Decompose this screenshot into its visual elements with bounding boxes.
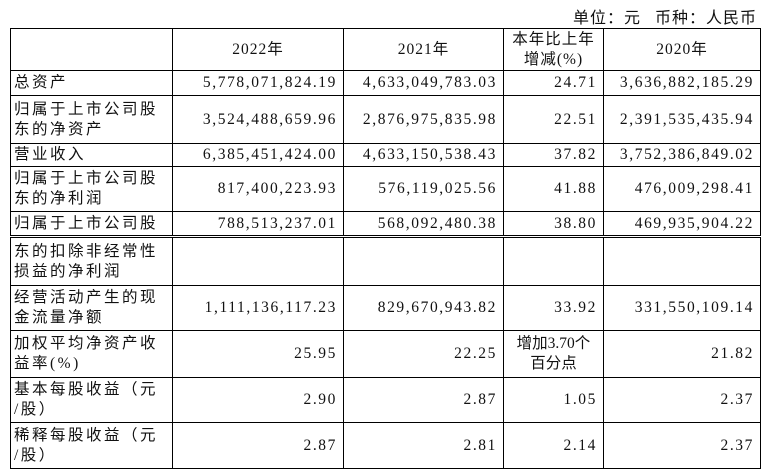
value-cell: 2.37 bbox=[603, 422, 761, 469]
column-header: 2022年 bbox=[172, 28, 344, 71]
financial-table: 2022年 2021年 本年比上年 增减(%) 2020年 总资产 5,778,071,82… bbox=[10, 28, 761, 236]
cell-line: 增减(%) bbox=[523, 50, 584, 68]
value-cell: 37.82 bbox=[503, 143, 604, 167]
cell-line: 基本每股收益（元 bbox=[14, 381, 159, 398]
row-label: 归属于上市公司股 东的净资产 bbox=[10, 95, 173, 144]
value-cell: 1.05 bbox=[503, 377, 604, 423]
column-header: 本年比上年增减(%) bbox=[503, 28, 604, 71]
table-row: 经营活动产生的现 金流量净额 1,111,136,117.23 829,670,943… bbox=[10, 285, 761, 331]
value-cell: 22.51 bbox=[503, 95, 604, 144]
value-cell: 21.82 bbox=[603, 330, 761, 378]
value-cell: 476,009,298.41 bbox=[603, 166, 761, 212]
value-cell: 38.80 bbox=[503, 211, 604, 236]
value-cell: 2,876,975,835.98 bbox=[343, 95, 504, 144]
value-cell bbox=[343, 237, 504, 286]
row-label: 营业收入 bbox=[10, 143, 173, 167]
value-cell: 4,633,150,538.43 bbox=[343, 143, 504, 167]
value-cell: 2.87 bbox=[343, 377, 504, 423]
row-label: 归属于上市公司股 东的净利润 bbox=[10, 166, 173, 212]
value-cell: 6,385,451,424.00 bbox=[172, 143, 344, 167]
value-cell: 2.37 bbox=[603, 377, 761, 423]
value-cell: 2.14 bbox=[503, 422, 604, 469]
row-label: 归属于上市公司股 bbox=[10, 211, 173, 236]
column-header: 2021年 bbox=[343, 28, 504, 71]
table-row: 总资产 5,778,071,824.19 4,633,049,783.03 24.71… bbox=[10, 70, 761, 96]
cell-line: 加权平均净资产收 bbox=[14, 335, 159, 352]
value-cell: 1,111,136,117.23 bbox=[172, 285, 344, 331]
value-cell: 3,524,488,659.96 bbox=[172, 95, 344, 144]
value-cell: 817,400,223.93 bbox=[172, 166, 344, 212]
value-cell: 568,092,480.38 bbox=[343, 211, 504, 236]
table-row: 稀释每股收益（元/股） 2.87 2.81 2.14 2.37 bbox=[10, 422, 761, 469]
value-cell: 469,935,904.22 bbox=[603, 211, 761, 236]
unit-line: 单位：元 币种：人民币 bbox=[573, 4, 757, 28]
row-label: 经营活动产生的现 金流量净额 bbox=[10, 285, 173, 331]
cell-line: 东的扣除非经常性 bbox=[14, 242, 159, 260]
table-row: 营业收入 6,385,451,424.00 4,633,150,538.43 37.8… bbox=[10, 143, 761, 167]
currency: 币种：人民币 bbox=[654, 10, 757, 27]
financial-table-continued: 东的扣除非经常性 损益的净利润 经营活动产生的现 金流量净额 1,111,136,117… bbox=[10, 237, 761, 469]
value-cell: 22.25 bbox=[343, 330, 504, 378]
table-row: 归属于上市公司股 788,513,237.01 568,092,480.38 38.8… bbox=[10, 211, 761, 236]
row-label: 加权平均净资产收 益率(%) bbox=[10, 330, 173, 378]
table-row: 基本每股收益（元/股） 2.90 2.87 1.05 2.37 bbox=[10, 377, 761, 423]
value-cell: 33.92 bbox=[503, 285, 604, 331]
value-cell bbox=[172, 237, 344, 286]
value-cell bbox=[503, 237, 604, 286]
cell-line: 损益的净利润 bbox=[14, 262, 123, 280]
table-row: 加权平均净资产收 益率(%) 25.95 22.25 增加3.70个 百分点 21.82 bbox=[10, 330, 761, 378]
cell-line: 金流量净额 bbox=[14, 309, 105, 326]
cell-line: 益率(%) bbox=[14, 355, 81, 372]
value-cell: 2.87 bbox=[172, 422, 344, 469]
unit: 单位：元 bbox=[572, 10, 641, 27]
cell-line: 稀释每股收益（元 bbox=[14, 426, 159, 444]
value-cell: 25.95 bbox=[172, 330, 344, 378]
table-row: 归属于上市公司股 东的净利润 817,400,223.93 576,119,025.5… bbox=[10, 166, 761, 212]
value-cell: 5,778,071,824.19 bbox=[172, 70, 344, 96]
value-cell: 576,119,025.56 bbox=[343, 166, 504, 212]
row-label: 稀释每股收益（元/股） bbox=[10, 422, 173, 469]
cell-line: /股） bbox=[14, 401, 57, 418]
cell-line: /股） bbox=[14, 446, 57, 464]
value-cell: 41.88 bbox=[503, 166, 604, 212]
cell-line: 经营活动产生的现 bbox=[14, 289, 159, 306]
value-cell: 829,670,943.82 bbox=[343, 285, 504, 331]
cell-line: 百分点 bbox=[530, 355, 577, 372]
value-cell: 4,633,049,783.03 bbox=[343, 70, 504, 96]
value-cell: 2.90 bbox=[172, 377, 344, 423]
header-row: 2022年 2021年 本年比上年 增减(%) 2020年 bbox=[10, 28, 761, 71]
value-cell: 788,513,237.01 bbox=[172, 211, 344, 236]
value-cell: 3,752,386,849.02 bbox=[603, 143, 761, 167]
value-cell: 2.81 bbox=[343, 422, 504, 469]
value-cell: 2,391,535,435.94 bbox=[603, 95, 761, 144]
value-cell: 3,636,882,185.29 bbox=[603, 70, 761, 96]
cell-line: 归属于上市公司股 bbox=[14, 170, 159, 187]
row-label: 总资产 bbox=[10, 70, 173, 96]
cell-line: 东的净利润 bbox=[14, 190, 105, 207]
row-label: 东的扣除非经常性 损益的净利润 bbox=[10, 237, 173, 286]
cell-line: 归属于上市公司股 bbox=[14, 100, 159, 118]
cell-line: 本年比上年 bbox=[512, 30, 595, 48]
table-row: 东的扣除非经常性 损益的净利润 bbox=[10, 237, 761, 286]
value-cell: 331,550,109.14 bbox=[603, 285, 761, 331]
corner-cell bbox=[10, 28, 173, 71]
column-header: 2020年 bbox=[603, 28, 761, 71]
cell-line: 东的净资产 bbox=[14, 120, 105, 138]
row-label: 基本每股收益（元/股） bbox=[10, 377, 173, 423]
table-row: 归属于上市公司股 东的净资产 3,524,488,659.96 2,876,975,8… bbox=[10, 95, 761, 144]
value-cell: 24.71 bbox=[503, 70, 604, 96]
cell-line: 增加3.70个 bbox=[516, 335, 591, 352]
value-cell bbox=[603, 237, 761, 286]
value-cell: 增加3.70个 百分点 bbox=[503, 330, 604, 378]
